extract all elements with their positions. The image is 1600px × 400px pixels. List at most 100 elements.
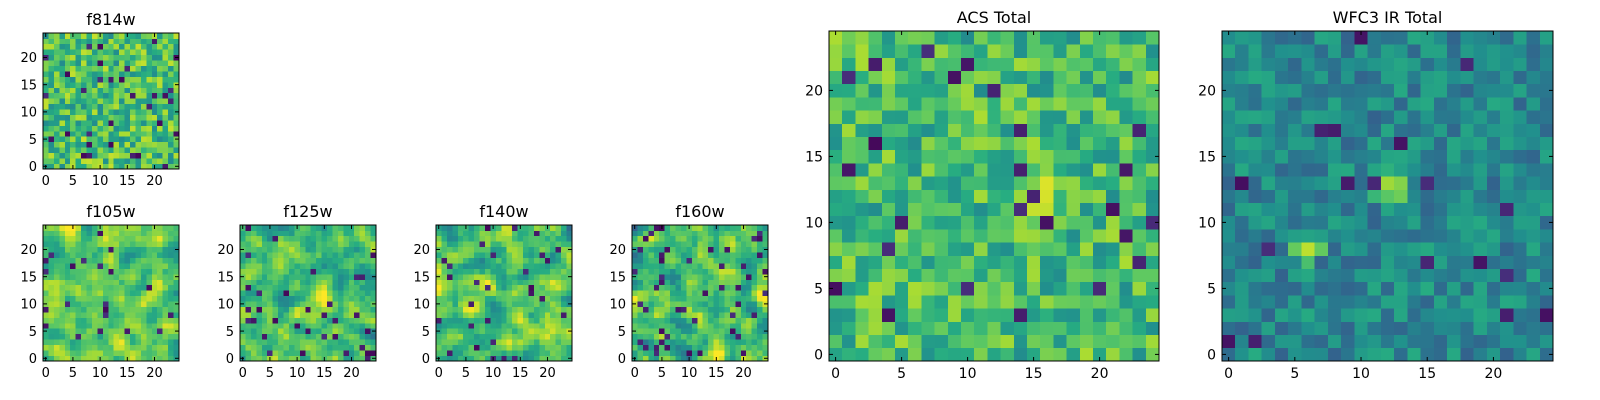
heatmap-cell	[895, 229, 909, 243]
heatmap-cell	[316, 328, 322, 335]
heatmap-cell	[523, 230, 529, 237]
heatmap-cell	[108, 344, 115, 351]
heatmap-cell	[1235, 123, 1249, 137]
heatmap-cell	[637, 252, 644, 258]
heatmap-cell	[762, 295, 769, 302]
heatmap-cell	[135, 317, 142, 324]
heatmap-cell	[1486, 189, 1501, 203]
heatmap-cell	[1261, 347, 1276, 362]
heatmap-cell	[151, 76, 158, 83]
heatmap-cell	[474, 225, 480, 231]
heatmap-cell	[124, 257, 131, 264]
heatmap-cell	[53, 317, 60, 324]
heatmap-cell	[653, 241, 660, 248]
heatmap-cell	[124, 290, 131, 297]
heatmap-cell	[680, 301, 687, 307]
heatmap-cell	[632, 333, 638, 340]
heatmap-cell	[1380, 136, 1395, 151]
heatmap-cell	[299, 235, 306, 242]
heatmap-cell	[81, 76, 87, 83]
heatmap-cell	[457, 290, 464, 297]
heatmap-cell	[708, 252, 714, 258]
heatmap-cell	[881, 255, 896, 269]
heatmap-cell	[528, 333, 535, 340]
heatmap-cell	[327, 295, 333, 302]
heatmap-cell	[327, 355, 333, 362]
heatmap-cell	[632, 344, 638, 351]
heatmap-cell	[146, 43, 153, 50]
heatmap-cell	[757, 273, 763, 280]
heatmap-cell	[310, 268, 317, 275]
heatmap-cell	[544, 235, 551, 242]
heatmap-cell	[713, 328, 720, 335]
heatmap-cell	[1079, 83, 1094, 98]
heatmap-cell	[653, 328, 660, 335]
heatmap-cell	[327, 246, 333, 253]
heatmap-cell	[1000, 31, 1015, 45]
heatmap-cell	[697, 312, 704, 318]
heatmap-cell	[321, 322, 328, 329]
heatmap-cell	[337, 312, 344, 318]
heatmap-cell	[1013, 57, 1028, 71]
heatmap-cell	[762, 225, 769, 231]
heatmap-cell	[479, 257, 486, 264]
heatmap-cell	[908, 149, 922, 164]
heatmap-cell	[528, 301, 535, 307]
heatmap-cell	[310, 235, 317, 242]
heatmap-cell	[343, 273, 350, 280]
heatmap-cell	[648, 268, 655, 275]
heatmap-cell	[632, 317, 638, 324]
heatmap-cell	[245, 306, 252, 313]
heatmap-cell	[337, 344, 344, 351]
heatmap-cell	[75, 141, 82, 148]
heatmap-cell	[740, 322, 747, 329]
heatmap-cell	[81, 257, 87, 264]
heatmap-cell	[921, 268, 935, 283]
heatmap-cell	[1261, 242, 1276, 256]
heatmap-cell	[1053, 202, 1067, 217]
heatmap-cell	[305, 322, 312, 329]
heatmap-cell	[713, 290, 720, 297]
heatmap-cell	[130, 76, 136, 83]
heatmap-cell	[1132, 97, 1147, 111]
heatmap-image-f814w	[43, 33, 180, 170]
heatmap-cell	[463, 350, 469, 356]
heatmap-cell	[278, 344, 284, 351]
heatmap-cell	[332, 322, 339, 329]
heatmap-cell	[855, 308, 869, 322]
heatmap-cell	[256, 306, 263, 313]
heatmap-cell	[729, 350, 736, 356]
heatmap-cell	[1473, 281, 1488, 296]
heatmap-cell	[43, 65, 49, 72]
heatmap-cell	[124, 317, 131, 324]
heatmap-cell	[59, 268, 66, 275]
heatmap-cell	[921, 176, 935, 190]
heatmap-cell	[113, 263, 120, 269]
heatmap-cell	[119, 241, 125, 248]
heatmap-cell	[1027, 295, 1041, 309]
heatmap-cell	[299, 355, 306, 362]
heatmap-cell	[70, 81, 76, 88]
heatmap-cell	[468, 322, 475, 329]
heatmap-cell	[566, 225, 573, 231]
heatmap-cell	[250, 263, 257, 269]
heatmap-cell	[908, 176, 922, 190]
heatmap-cell	[1013, 44, 1028, 58]
heatmap-cell	[697, 317, 704, 324]
heatmap-cell	[708, 301, 714, 307]
heatmap-cell	[59, 38, 66, 45]
heatmap-cell	[70, 136, 76, 143]
heatmap-cell	[1288, 281, 1302, 296]
heatmap-cell	[675, 252, 682, 258]
heatmap-cell	[457, 268, 464, 275]
heatmap-cell	[1314, 295, 1329, 309]
heatmap-cell	[719, 230, 725, 237]
heatmap-cell	[130, 344, 136, 351]
heatmap-cell	[250, 279, 257, 286]
heatmap-cell	[1106, 347, 1120, 362]
heatmap-cell	[1460, 70, 1474, 85]
heatmap-cell	[842, 268, 856, 283]
heatmap-cell	[48, 290, 55, 297]
heatmap-cell	[278, 241, 284, 248]
x-tick-label: 0	[435, 366, 443, 381]
